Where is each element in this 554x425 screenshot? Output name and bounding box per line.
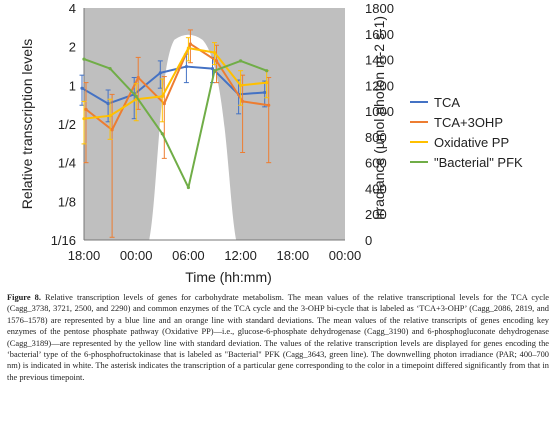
data-point [212, 50, 217, 55]
legend-entry: TCA+3OHP [434, 115, 503, 130]
y2-tick-label: 1600 [365, 27, 394, 42]
y2-tick-label: 800 [365, 130, 387, 145]
y-tick-label: 2 [69, 40, 76, 55]
data-point [212, 69, 217, 73]
caption-text: Relative transcription levels of genes f… [7, 293, 550, 382]
data-point [265, 81, 269, 85]
series-line [85, 42, 269, 131]
x-tick-label: 18:00 [277, 248, 310, 263]
data-point [82, 57, 86, 61]
data-point [108, 66, 112, 71]
y-tick-label: 4 [69, 1, 76, 16]
x-tick-label: 00:00 [329, 248, 362, 263]
y-tick-label: 1 [69, 78, 76, 93]
data-point [84, 107, 88, 111]
data-point [267, 103, 271, 107]
tick-labels: 4 2 1 1/2 1/4 1/8 1/16 1800 1600 1400 1200 1000 800 6… [51, 1, 394, 263]
y2-tick-label: 1200 [365, 78, 394, 93]
y-tick-label: 1/16 [51, 233, 76, 248]
data-point [239, 59, 243, 63]
data-point [106, 102, 110, 106]
y2-tick-label: 1400 [365, 53, 394, 68]
data-point [186, 185, 190, 190]
data-point [184, 64, 188, 69]
series-oxidative-pp [81, 37, 270, 145]
series-bacterial-pfk [82, 57, 269, 190]
series-line [83, 47, 267, 120]
data-point [214, 59, 219, 63]
y2-tick-label: 400 [365, 181, 387, 196]
data-point [239, 83, 243, 87]
caption-label: Figure 8. [7, 293, 41, 302]
series-tca-3ohp [83, 29, 272, 238]
series-line [83, 58, 268, 189]
data-point [110, 128, 114, 132]
legend-entry: Oxidative PP [434, 135, 509, 150]
data-point [136, 75, 140, 80]
data-point [265, 69, 269, 73]
y2-tick-label: 1800 [365, 1, 394, 16]
y2-tick-label: 1000 [365, 104, 394, 119]
x-tick-label: 12:00 [224, 248, 257, 263]
data-point [160, 94, 164, 99]
legend-entry: TCA [434, 95, 460, 110]
data-point [158, 71, 162, 75]
y-tick-label: 1/2 [58, 117, 76, 132]
y2-tick-label: 0 [365, 233, 372, 248]
data-point [162, 102, 166, 106]
data-point [134, 94, 138, 99]
data-point [82, 117, 86, 121]
y2-axis-title: Irradiance (µmol photon m-2 s-1) [371, 16, 387, 220]
x-axis-title: Time (hh:mm) [185, 269, 272, 285]
x-tick-label: 18:00 [68, 248, 101, 263]
data-point [108, 114, 112, 118]
data-point [210, 66, 215, 71]
data-point [263, 90, 267, 95]
data-point [186, 46, 190, 50]
x-tick-label: 06:00 [172, 248, 205, 263]
legend: TCA TCA+3OHP Oxidative PP "Bacterial" PFK [410, 95, 523, 170]
x-tick-label: 00:00 [120, 248, 153, 263]
legend-entry: "Bacterial" PFK [434, 155, 523, 170]
data-point [160, 132, 164, 136]
data-point [188, 42, 192, 46]
data-point [80, 86, 84, 90]
data-point [241, 99, 245, 103]
y-tick-label: 1/8 [58, 194, 76, 209]
chart: 4 2 1 1/2 1/4 1/8 1/16 1800 1600 1400 1200 1000 800 6… [19, 1, 523, 285]
y-tick-label: 1/4 [58, 156, 76, 171]
y2-tick-label: 200 [365, 207, 387, 222]
figure-caption: Figure 8. Relative transcription levels … [7, 292, 549, 383]
y-axis-title: Relative transcription levels [19, 39, 35, 209]
y2-tick-label: 600 [365, 156, 387, 171]
series-layer [79, 29, 272, 238]
